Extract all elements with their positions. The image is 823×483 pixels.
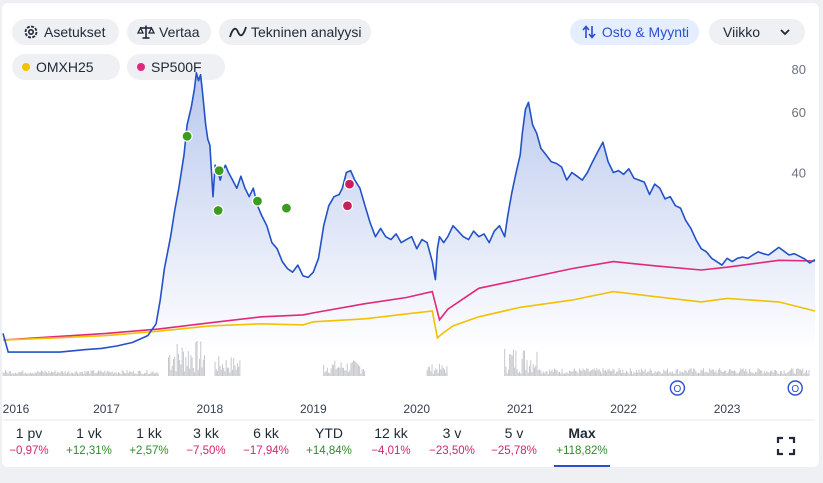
x-tick-label: 2021 <box>507 402 534 416</box>
fullscreen-icon <box>776 436 796 456</box>
compare-label: Vertaa <box>159 24 200 40</box>
period-change: +12,31% <box>66 445 112 457</box>
period-label: Max <box>568 425 596 441</box>
interval-select[interactable]: Viikko <box>709 19 805 45</box>
main-series-area <box>3 72 815 353</box>
settings-label: Asetukset <box>44 24 106 40</box>
period-change: −23,50% <box>429 445 475 457</box>
x-tick-label: 2022 <box>610 402 637 416</box>
gear-icon <box>22 23 40 41</box>
technical-analysis-label: Tekninen analyysi <box>251 24 362 40</box>
period-8[interactable]: 5 v −25,78% <box>479 425 549 457</box>
period-label: 5 v <box>504 425 524 441</box>
compare-button[interactable]: Vertaa <box>127 19 211 45</box>
period-change: −17,94% <box>243 445 289 457</box>
x-tick-label: 2017 <box>93 402 120 416</box>
sell-marker <box>341 200 354 212</box>
period-change: −25,78% <box>491 445 537 457</box>
x-tick-label: 2019 <box>300 402 327 416</box>
period-1[interactable]: 1 vk +12,31% <box>54 425 124 457</box>
chevron-down-icon <box>779 24 791 40</box>
scale-icon <box>137 23 155 41</box>
period-0[interactable]: 1 pv −0,97% <box>0 425 64 457</box>
comparison-chip-omxh25[interactable]: OMXH25 <box>12 54 120 80</box>
period-label: 1 pv <box>15 425 43 441</box>
period-3[interactable]: 3 kk −7,50% <box>171 425 241 457</box>
x-tick-label: 2020 <box>403 402 430 416</box>
period-change: −4,01% <box>371 445 411 457</box>
period-label: 12 kk <box>374 425 408 441</box>
period-change: +2,57% <box>129 445 169 457</box>
x-tick-label: 2018 <box>197 402 224 416</box>
comparison-chip-label: SP500F <box>151 59 202 75</box>
period-7[interactable]: 3 v −23,50% <box>417 425 487 457</box>
period-change: +118,82% <box>556 445 608 457</box>
sp500f-color-dot <box>137 63 145 71</box>
comparison-chip-sp500f[interactable]: SP500F <box>127 54 225 80</box>
buy-marker <box>251 195 264 207</box>
buy-marker <box>181 130 193 142</box>
y-tick-label: 60 <box>792 105 806 120</box>
fullscreen-button[interactable] <box>776 436 796 456</box>
chart-toolbar: Asetukset Vertaa Tekninen analyysi Osto … <box>12 19 813 80</box>
period-4[interactable]: 6 kk −17,94% <box>231 425 301 457</box>
event-marker-label: O <box>791 384 799 395</box>
series-line-sp500f <box>2 259 816 341</box>
period-label: YTD <box>315 425 343 441</box>
buy-marker <box>212 204 224 217</box>
period-6[interactable]: 12 kk −4,01% <box>356 425 426 457</box>
sell-marker <box>343 178 356 190</box>
period-9[interactable]: Max +118,82% <box>547 425 617 467</box>
swap-arrows-icon <box>580 23 598 41</box>
period-label: 3 kk <box>193 425 219 441</box>
period-change: −7,50% <box>186 445 226 457</box>
period-label: 1 kk <box>136 425 162 441</box>
x-tick-label: 2016 <box>3 402 30 416</box>
period-5[interactable]: YTD +14,84% <box>294 425 364 457</box>
period-change: −0,97% <box>9 445 49 457</box>
y-tick-label: 40 <box>792 165 806 180</box>
series-line-omxh25 <box>2 290 816 341</box>
trend-line-icon <box>229 23 247 41</box>
event-marker[interactable] <box>669 380 686 396</box>
buy-marker <box>213 165 225 177</box>
period-selector: 1 pv −0,97% 1 vk +12,31% 1 kk +2,57% 3 kk −7,50… <box>0 425 620 467</box>
omxh25-color-dot <box>22 63 30 71</box>
interval-select-value: Viikko <box>723 24 761 40</box>
series-line-main <box>2 72 816 353</box>
trades-toggle-button[interactable]: Osto & Myynti <box>570 19 699 45</box>
event-marker-label: O <box>674 384 682 395</box>
settings-button[interactable]: Asetukset <box>12 19 119 45</box>
y-tick-label: 80 <box>792 62 806 77</box>
trades-toggle-label: Osto & Myynti <box>601 24 689 40</box>
period-label: 3 v <box>442 425 462 441</box>
technical-analysis-button[interactable]: Tekninen analyysi <box>219 19 371 45</box>
period-2[interactable]: 1 kk +2,57% <box>114 425 184 457</box>
period-label: 6 kk <box>253 425 279 441</box>
period-label: 1 vk <box>76 425 102 441</box>
buy-marker <box>280 202 293 214</box>
event-marker[interactable] <box>787 380 803 396</box>
x-tick-label: 2023 <box>714 402 741 416</box>
comparison-chip-label: OMXH25 <box>36 59 94 75</box>
period-change: +14,84% <box>306 445 352 457</box>
